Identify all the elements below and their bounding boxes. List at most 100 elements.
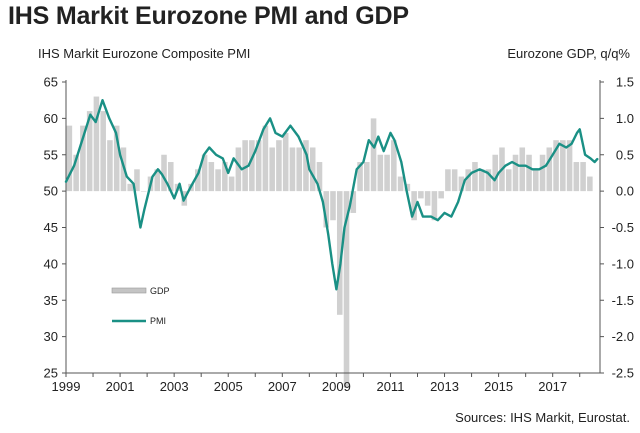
gdp-bar: [276, 140, 282, 192]
gdp-bar: [519, 147, 526, 192]
gdp-bar: [343, 191, 350, 388]
gdp-bar: [560, 140, 566, 192]
source-note: Sources: IHS Markit, Eurostat.: [455, 410, 630, 425]
gdp-bar: [445, 169, 451, 192]
left-tick-label: 55: [44, 147, 58, 162]
gdp-bar: [215, 169, 221, 192]
left-tick-label: 65: [44, 75, 58, 90]
x-tick-label: 2007: [268, 379, 297, 394]
gdp-bar: [465, 169, 471, 192]
gdp-bar: [492, 154, 499, 192]
legend-gdp-swatch: [111, 287, 147, 294]
gdp-bar: [451, 169, 458, 192]
gdp-bar: [303, 140, 309, 192]
gdp-bar: [336, 191, 343, 315]
x-tick-label: 2003: [160, 379, 189, 394]
gdp-bar: [418, 191, 424, 199]
gdp-bar: [478, 169, 485, 192]
right-tick-label: -2.0: [612, 329, 634, 344]
gdp-bar: [140, 191, 147, 192]
gdp-bar: [100, 111, 106, 192]
gdp-bar: [438, 191, 444, 199]
right-tick-label: 0.0: [616, 184, 634, 199]
left-tick-label: 25: [44, 366, 58, 381]
x-tick-label: 2015: [484, 379, 513, 394]
right-axis-title: Eurozone GDP, q/q%: [507, 46, 630, 61]
gdp-bar: [309, 147, 316, 192]
right-tick-label: 0.5: [616, 147, 634, 162]
right-tick-label: -0.5: [612, 220, 634, 235]
x-axis-ticks: 1999 2001 2003 2005 2007 2009 2011 2013 2015 2017: [52, 373, 581, 394]
left-tick-label: 45: [44, 220, 58, 235]
gdp-bar: [472, 162, 478, 192]
gdp-bar: [377, 154, 384, 192]
gdp-bar: [127, 183, 133, 192]
gdp-bar: [161, 154, 167, 192]
gdp-bar: [195, 169, 201, 192]
legend: GDP PMI: [111, 286, 170, 326]
gdp-bar: [107, 140, 113, 192]
gdp-bar: [282, 132, 289, 192]
left-tick-label: 30: [44, 329, 58, 344]
gdp-bar: [424, 191, 431, 206]
gdp-bar: [539, 154, 546, 192]
gdp-bar: [573, 162, 580, 192]
gdp-bar: [167, 162, 174, 192]
gdp-bar: [235, 147, 242, 192]
gdp-bar: [80, 125, 86, 192]
gdp-bar: [505, 169, 512, 192]
pmi-line: [64, 99, 599, 291]
left-tick-label: 40: [44, 256, 58, 271]
gdp-bar: [587, 176, 593, 192]
x-tick-label: 2017: [538, 379, 567, 394]
gdp-bar: [364, 162, 370, 192]
gdp-bar: [431, 191, 438, 221]
x-tick-label: 2005: [214, 379, 243, 394]
gdp-bar: [546, 147, 553, 192]
gdp-bar: [533, 169, 539, 192]
gdp-bar: [249, 140, 255, 192]
gdp-bar: [154, 169, 161, 192]
x-tick-label: 1999: [52, 379, 81, 394]
left-tick-label: 50: [44, 184, 58, 199]
gdp-bar: [134, 169, 140, 192]
gdp-bar: [73, 154, 79, 192]
gdp-bar: [411, 191, 417, 221]
right-tick-label: 1.5: [616, 75, 634, 90]
x-tick-label: 2011: [376, 379, 404, 394]
legend-gdp-label: GDP: [150, 286, 170, 296]
gdp-bar: [208, 162, 215, 192]
left-tick-label: 60: [44, 111, 58, 126]
left-tick-label: 35: [44, 293, 58, 308]
gdp-bar: [485, 169, 492, 192]
gdp-bar: [316, 162, 323, 192]
gdp-bar: [404, 183, 411, 192]
right-tick-label: 1.0: [616, 111, 634, 126]
gdp-bar: [553, 140, 559, 192]
gdp-bar: [323, 191, 330, 228]
gdp-bar: [255, 140, 262, 192]
gdp-bar: [397, 176, 404, 192]
gdp-bar: [512, 154, 519, 192]
gdp-bar: [262, 125, 269, 192]
gdp-bar: [357, 162, 363, 192]
gdp-bar: [391, 140, 397, 192]
gdp-bar: [269, 147, 275, 192]
gdp-bar: [228, 176, 235, 192]
gdp-bar: [113, 125, 120, 192]
gdp-bar: [370, 118, 377, 192]
x-tick-label: 2001: [106, 379, 135, 394]
gdp-bar: [526, 154, 532, 192]
gdp-bar: [330, 191, 336, 221]
x-tick-label: 2013: [430, 379, 459, 394]
right-tick-label: -1.5: [612, 293, 634, 308]
legend-pmi-label: PMI: [150, 316, 166, 326]
gdp-bar: [566, 140, 573, 192]
gdp-bar: [384, 154, 390, 192]
gdp-bar: [201, 154, 208, 192]
gdp-bar: [350, 191, 357, 213]
gdp-bar: [458, 176, 465, 192]
right-axis-ticks: 1.5 1.0 0.5 0.0 -0.5 -1.0 -1.5 -2.0 -2.5: [600, 75, 634, 381]
x-tick-label: 2009: [322, 379, 351, 394]
